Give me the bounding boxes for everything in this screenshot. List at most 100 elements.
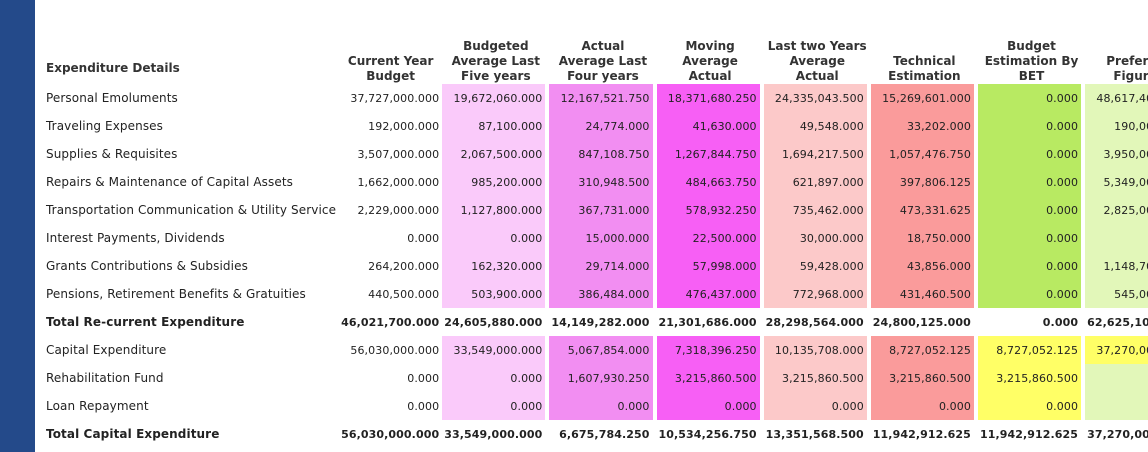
row-label: Repairs & Maintenance of Capital Assets (46, 175, 293, 189)
row-label: Pensions, Retirement Benefits & Gratuiti… (46, 287, 306, 301)
cell-budgeted: 1,127,800.000 (442, 196, 550, 224)
cell-lasttwo: 735,462.000 (763, 196, 871, 224)
cell-technical: 24,800,125.000 (870, 308, 978, 336)
cell-moving: 578,932.250 (656, 196, 764, 224)
cell-moving: 1,267,844.750 (656, 140, 764, 168)
header-line: Average Last (558, 54, 648, 68)
cell-actual: 14,149,282.000 (549, 308, 657, 336)
cell-bet: 0.000 (977, 224, 1086, 252)
header-last-two-years: Last two Years Average Actual (764, 30, 871, 84)
cell-preferred: 3,950,000.000 (1085, 140, 1148, 168)
row-label: Loan Repayment (46, 399, 149, 413)
cell-preferred: 37,270,000.000 (1085, 336, 1148, 364)
cell-moving: 0.000 (656, 392, 764, 420)
header-line: Figures (1113, 69, 1148, 83)
cell-bet: 3,215,860.500 (977, 364, 1086, 392)
table-row: Rehabilitation Fund 0.000 0.000 1,607,930.2… (41, 364, 1148, 392)
cell-moving: 21,301,686.000 (656, 308, 764, 336)
cell-technical: 3,215,860.500 (870, 364, 978, 392)
cell-preferred: 0.000 (1085, 392, 1148, 420)
cell-preferred: 48,617,400.000 (1085, 84, 1148, 112)
cell-budgeted: 503,900.000 (442, 280, 550, 308)
cell-preferred: 62,625,100.000 (1085, 308, 1148, 336)
header-line: Estimation By (984, 54, 1079, 68)
header-line: Moving (685, 39, 735, 53)
expenditure-table: Expenditure Details Current Year Budget B… (41, 30, 1148, 448)
cell-technical: 397,806.125 (870, 168, 978, 196)
header-line: Average (789, 54, 846, 68)
row-label: Traveling Expenses (46, 119, 164, 133)
header-line: Budgeted (463, 39, 529, 53)
row-label: Grants Contributions & Subsidies (46, 259, 248, 273)
cell-technical: 473,331.625 (870, 196, 978, 224)
cell-current: 0.000 (407, 371, 440, 385)
table-row: Supplies & Requisites 3,507,000.000 2,067,… (41, 140, 1148, 168)
cell-technical: 18,750.000 (870, 224, 978, 252)
row-label: Interest Payments, Dividends (46, 231, 225, 245)
cell-current: 46,021,700.000 (339, 308, 443, 336)
cell-actual: 12,167,521.750 (549, 84, 657, 112)
cell-preferred: 37,270,000.000 (1085, 420, 1148, 448)
cell-technical: 43,856.000 (870, 252, 978, 280)
table-body: Personal Emoluments 37,727,000.000 19,672,… (41, 84, 1148, 448)
total-label: Total Capital Expenditure (41, 420, 340, 448)
total-label: Total Re-current Expenditure (41, 308, 340, 336)
cell-budgeted: 0.000 (442, 364, 550, 392)
header-line: BET (1018, 69, 1045, 83)
cell-technical: 15,269,601.000 (870, 84, 978, 112)
cell-bet: 0.000 (977, 168, 1086, 196)
table-row: Interest Payments, Dividends 0.000 0.000 15… (41, 224, 1148, 252)
row-label: Supplies & Requisites (46, 147, 178, 161)
header-line: Actual (581, 39, 625, 53)
cell-moving: 476,437.000 (656, 280, 764, 308)
header-current-year-budget: Current Year Budget (339, 30, 442, 84)
header-line: Budget (1007, 39, 1056, 53)
header-line: Last two Years (767, 39, 867, 53)
cell-current: 3,507,000.000 (357, 147, 440, 161)
cell-technical: 431,460.500 (870, 280, 978, 308)
cell-actual: 6,675,784.250 (549, 420, 657, 448)
sidebar-strip (0, 0, 35, 452)
cell-preferred: 2,825,000.000 (1085, 196, 1148, 224)
cell-preferred: 5,349,000.000 (1085, 168, 1148, 196)
cell-technical: 33,202.000 (870, 112, 978, 140)
cell-budgeted: 985,200.000 (442, 168, 550, 196)
header-line: Budget (366, 69, 416, 83)
cell-moving: 18,371,680.250 (656, 84, 764, 112)
cell-lasttwo: 24,335,043.500 (763, 84, 871, 112)
cell-lasttwo: 1,694,217.500 (763, 140, 871, 168)
cell-bet: 0.000 (977, 140, 1086, 168)
cell-lasttwo: 10,135,708.000 (763, 336, 871, 364)
cell-current: 264,200.000 (368, 259, 440, 273)
cell-current: 192,000.000 (368, 119, 440, 133)
cell-moving: 7,318,396.250 (656, 336, 764, 364)
cell-lasttwo: 0.000 (763, 392, 871, 420)
header-line: Technical (893, 54, 956, 68)
cell-budgeted: 0.000 (442, 224, 550, 252)
cell-actual: 386,484.000 (549, 280, 657, 308)
cell-actual: 5,067,854.000 (549, 336, 657, 364)
cell-actual: 24,774.000 (549, 112, 657, 140)
header-moving-average: Moving Average Actual (657, 30, 764, 84)
cell-budgeted: 33,549,000.000 (442, 420, 550, 448)
table-row: Capital Expenditure 56,030,000.000 33,549,… (41, 336, 1148, 364)
header-line: Five years (461, 69, 531, 83)
cell-bet: 0.000 (977, 196, 1086, 224)
cell-bet: 0.000 (977, 112, 1086, 140)
cell-actual: 310,948.500 (549, 168, 657, 196)
cell-budgeted: 87,100.000 (442, 112, 550, 140)
header-preferred-figures: PreferredFigures (1085, 30, 1148, 84)
cell-budgeted: 19,672,060.000 (442, 84, 550, 112)
row-label: Transportation Communication & Utility S… (46, 203, 337, 217)
cell-current: 56,030,000.000 (339, 420, 443, 448)
row-label: Rehabilitation Fund (46, 371, 164, 385)
cell-moving: 10,534,256.750 (656, 420, 764, 448)
header-line: Estimation (888, 69, 961, 83)
cell-lasttwo: 3,215,860.500 (763, 364, 871, 392)
cell-actual: 847,108.750 (549, 140, 657, 168)
row-label: Capital Expenditure (46, 343, 167, 357)
total-row: Total Capital Expenditure 56,030,000.000 3… (41, 420, 1148, 448)
cell-lasttwo: 28,298,564.000 (763, 308, 871, 336)
cell-bet: 0.000 (977, 252, 1086, 280)
cell-preferred: 0.000 (1085, 224, 1148, 252)
